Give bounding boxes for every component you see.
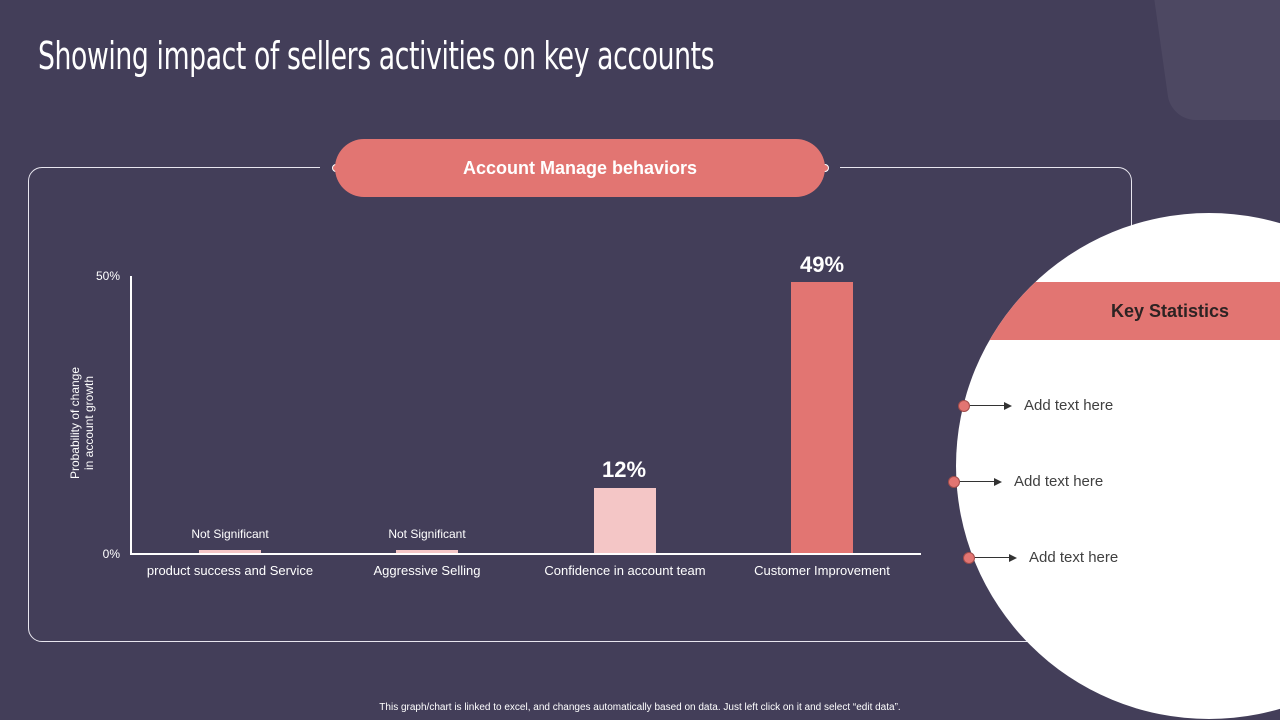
bullet-dot-icon [958, 399, 970, 412]
x-axis [130, 553, 921, 555]
bullet-dot-icon [963, 551, 975, 564]
y-axis-label: Probability of change in account growth [68, 366, 96, 480]
bar-label-product-success: Not Significant [191, 527, 269, 541]
bullet-dot-icon [948, 475, 960, 488]
bar-label-aggressive-selling: Not Significant [388, 527, 466, 541]
x-category-customer-improvement: Customer Improvement [754, 563, 890, 578]
arrow-right-icon [994, 477, 1002, 486]
x-category-aggressive-selling: Aggressive Selling [373, 563, 481, 578]
x-category-confidence: Confidence in account team [544, 563, 706, 578]
stat-item-3[interactable]: Add text here [963, 549, 1118, 566]
bar-product-success[interactable] [199, 550, 261, 553]
bar-customer-improvement[interactable] [791, 282, 853, 553]
bar-label-customer-improvement: 49% [799, 252, 845, 277]
y-tick-max: 50% [95, 269, 120, 283]
stat-item-text[interactable]: Add text here [1029, 549, 1119, 566]
x-category-product-success: product success and Service [146, 563, 314, 578]
y-tick-min: 0% [102, 547, 120, 561]
key-statistics-band [956, 282, 1280, 340]
footer-note: This graph/chart is linked to excel, and… [379, 702, 901, 713]
chart-header-pill: Account Manage behaviors [335, 139, 825, 197]
arrow-right-icon [1004, 401, 1012, 410]
slide-title: Showing impact of sellers activities on … [38, 34, 715, 78]
bar-label-confidence: 12% [601, 457, 647, 482]
key-statistics-circle [956, 213, 1280, 719]
stat-item-text[interactable]: Add text here [1024, 397, 1114, 414]
arrow-line [970, 404, 1004, 407]
bar-confidence-in-account-team[interactable] [594, 488, 656, 553]
stat-item-2[interactable]: Add text here [948, 473, 1103, 490]
key-statistics-title: Key Statistics [1110, 301, 1230, 321]
y-axis [130, 276, 132, 554]
stat-item-text[interactable]: Add text here [1014, 473, 1104, 490]
arrow-right-icon [1009, 553, 1017, 562]
chart-header-label: Account Manage behaviors [462, 157, 698, 178]
stat-item-1[interactable]: Add text here [958, 397, 1113, 414]
arrow-line [975, 556, 1009, 559]
arrow-line [960, 480, 994, 483]
bar-aggressive-selling[interactable] [396, 550, 458, 553]
